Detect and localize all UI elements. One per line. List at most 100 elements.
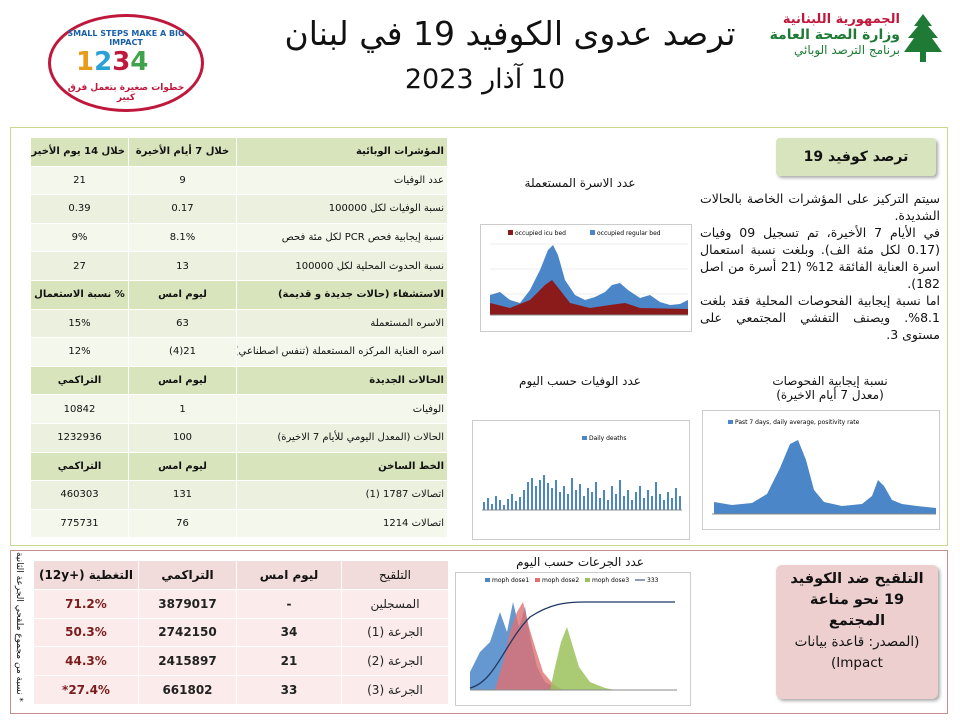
table-cell: الخط الساخن	[236, 451, 448, 482]
vaccination-panel	[10, 550, 948, 714]
table-cell: خلال 14 يوم الأخيرة	[30, 137, 129, 167]
chart-caption-line: نسبة إيجابية الفحوصات	[772, 374, 888, 388]
positivity-chart: Past 7 days, daily average, positivity r…	[702, 410, 940, 530]
table-cell: 15%	[30, 308, 129, 339]
table-row: الاسره المستعملة 63 15%	[30, 308, 448, 339]
table-row: المسجلين -3879017 71.2%	[33, 588, 449, 619]
table-cell: 10842	[30, 394, 129, 424]
table-cell: 34	[236, 617, 342, 648]
title: ترصد عدوى الكوفيد 19 في لبنان	[284, 14, 736, 53]
ministry-logo: الجمهورية اللبنانية وزارة الصحة العامة ب…	[750, 12, 900, 57]
table-row: الوفيات 1 10842	[30, 394, 448, 424]
campaign-slogan: SMALL STEPS MAKE A BIG IMPACT	[67, 29, 185, 47]
table-cell: الوفيات	[236, 394, 448, 424]
table-cell: 21	[30, 165, 129, 196]
table-cell: 0.17	[128, 194, 237, 224]
table-cell: 27.4%*	[33, 675, 139, 705]
legend-label: moph dose1	[492, 577, 529, 584]
legend-label: Past 7 days, daily average, positivity r…	[735, 419, 860, 426]
deaths-chart: Daily deaths	[472, 420, 690, 540]
table-cell: ليوم امس	[128, 365, 237, 396]
table-row: اتصالات 1214 76 775731	[30, 508, 448, 539]
table-cell: الحالات الجديدة	[236, 365, 448, 396]
table-cell: الجرعة (1)	[341, 617, 449, 648]
table-cell: 131	[128, 480, 237, 510]
table-cell: نسبة إيجابية فحص PCR لكل مئة فحص	[236, 222, 448, 253]
table-cell: 0.39	[30, 194, 129, 224]
table-cell: عدد الوفيات	[236, 165, 448, 196]
table-cell: التراكمي	[138, 560, 237, 590]
header-row: التلقيح ليوم امس التراكمي التغطية (+12y)	[33, 560, 449, 590]
table-row: اتصالات 1787 (1) 131 460303	[30, 480, 448, 510]
indicators-table: المؤشرات الوبائية خلال 7 أيام الأخيرة خلال…	[30, 137, 448, 539]
campaign-arabic: خطوات صغيرة بتعمل فرق كبير	[67, 83, 185, 103]
table-cell: 1	[128, 394, 237, 424]
chart-caption: عدد الوفيات حسب اليوم	[519, 374, 641, 388]
table-cell: 12%	[30, 337, 129, 367]
table-cell: 2742150	[138, 617, 237, 648]
table-row: نسبة إيجابية فحص PCR لكل مئة فحص 8.1% 9%	[30, 222, 448, 253]
table-cell: 76	[128, 508, 237, 539]
table-cell: التراكمي	[30, 365, 129, 396]
table-cell: اسره العناية المركزه المستعملة (تنفس اصط…	[236, 337, 448, 367]
table-cell: التراكمي	[30, 451, 129, 482]
table-cell: الحالات (المعدل اليومي للأيام 7 الاخيرة)	[236, 422, 448, 453]
table-cell: التغطية (+12y)	[33, 560, 139, 590]
chart-caption: عدد الاسرة المستعملة	[524, 176, 636, 190]
table-cell: ليوم امس	[128, 279, 237, 310]
summary-paragraph: اما نسبة إيجابية الفحوصات المحلية فقد بل…	[700, 293, 940, 342]
vaccination-table: التلقيح ليوم امس التراكمي التغطية (+12y) الم…	[33, 560, 449, 705]
table-cell: ليوم امس	[128, 451, 237, 482]
table-cell: 21	[236, 646, 342, 677]
summary-paragraph: سيتم التركيز على المؤشرات الخاصة بالحالا…	[700, 191, 940, 223]
beds-chart: occupied icu bed occupied regular bed	[480, 224, 692, 332]
table-cell: 44.3%	[33, 646, 139, 677]
table-cell: اتصالات 1214	[236, 508, 448, 539]
table-row: الجرعة (3) 33 661802 27.4%*	[33, 675, 449, 705]
table-cell: 3879017	[138, 588, 237, 619]
table-cell: 21(4)	[128, 337, 237, 367]
table-cell: الاسره المستعملة	[236, 308, 448, 339]
table-cell: 661802	[138, 675, 237, 705]
table-cell: 100	[128, 422, 237, 453]
campaign-figures: 1234	[76, 47, 149, 77]
doses-chart: moph dose1 moph dose2 moph dose3 333	[455, 572, 691, 706]
table-cell: 2415897	[138, 646, 237, 677]
table-cell: الجرعة (2)	[341, 646, 449, 677]
legend-label: moph dose2	[542, 577, 579, 584]
table-cell: 50.3%	[33, 617, 139, 648]
table-cell: نسبة الحدوث المحلية لكل 100000	[236, 251, 448, 281]
ministry-line: برنامج الترصد الوبائي	[793, 43, 900, 57]
table-cell: 63	[128, 308, 237, 339]
table-cell: 775731	[30, 508, 129, 539]
cedar-icon	[904, 14, 942, 62]
campaign-logo: SMALL STEPS MAKE A BIG IMPACT 1234 خطوات…	[48, 14, 204, 112]
date: 10 آذار 2023	[404, 64, 566, 95]
table-cell: خلال 7 أيام الأخيرة	[128, 137, 237, 167]
table-cell: 9%	[30, 222, 129, 253]
table-cell: 9	[128, 165, 237, 196]
chart-caption-line: (معدل 7 أيام الاخيرة)	[776, 388, 884, 402]
table-cell: نسبة الوفيات لكل 100000	[236, 194, 448, 224]
table-cell: 1232936	[30, 422, 129, 453]
legend-label: Daily deaths	[589, 435, 627, 442]
table-cell: 27	[30, 251, 129, 281]
table-cell: 13	[128, 251, 237, 281]
header-row: الخط الساخن ليوم امس التراكمي	[30, 451, 448, 482]
table-cell: المسجلين	[341, 588, 449, 619]
table-cell: -	[236, 588, 342, 619]
table-row: الحالات (المعدل اليومي للأيام 7 الاخيرة)…	[30, 422, 448, 453]
table-cell: 71.2%	[33, 588, 139, 619]
chart-caption: نسبة إيجابية الفحوصات (معدل 7 أيام الاخي…	[740, 374, 920, 402]
table-cell: % نسبة الاستعمال	[30, 279, 129, 310]
table-cell: التلقيح	[341, 560, 449, 590]
table-row: نسبة الوفيات لكل 100000 0.17 0.39	[30, 194, 448, 224]
legend-label: 333	[647, 577, 659, 584]
table-cell: ليوم امس	[236, 560, 342, 590]
vaccination-box-title: التلقيح ضد الكوفيد 19 نحو مناعة المجتمع	[790, 571, 924, 629]
table-cell: 460303	[30, 480, 129, 510]
vaccination-box-source: (المصدر: قاعدة بيانات Impact)	[794, 634, 920, 671]
table-cell: 8.1%	[128, 222, 237, 253]
table-cell: اتصالات 1787 (1)	[236, 480, 448, 510]
